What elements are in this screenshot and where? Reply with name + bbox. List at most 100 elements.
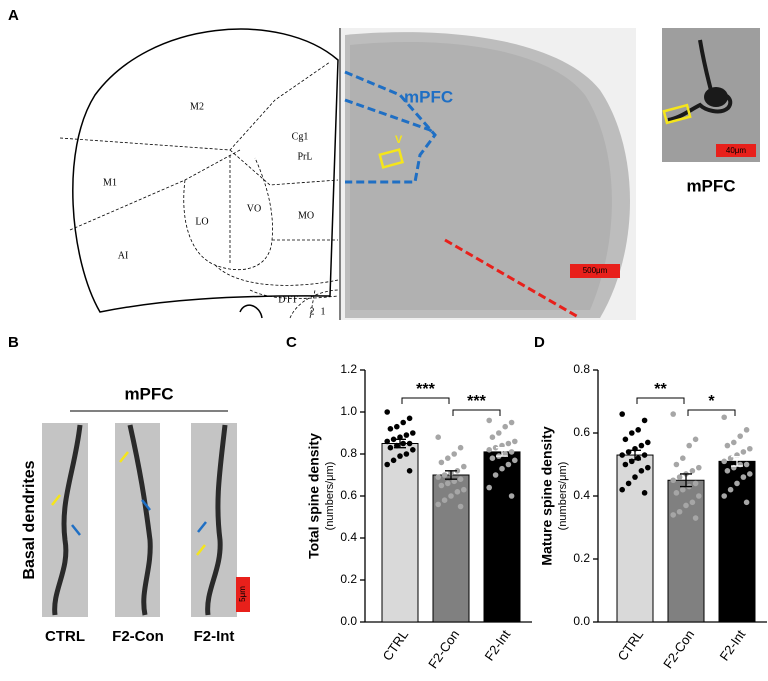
y-axis-label: Mature spine density <box>539 426 555 565</box>
data-point <box>410 447 416 453</box>
data-point <box>747 445 753 452</box>
data-point <box>457 444 464 451</box>
data-point <box>457 503 464 510</box>
data-point <box>435 434 442 441</box>
inset-scale: 40μm <box>726 146 747 155</box>
data-point <box>508 493 515 499</box>
data-point <box>689 499 696 506</box>
data-point <box>486 417 493 424</box>
data-point <box>724 468 731 474</box>
bar <box>483 451 521 623</box>
panel-label: A <box>8 7 19 24</box>
data-point <box>676 474 683 480</box>
data-point <box>441 472 448 478</box>
group-label: CTRL <box>45 628 85 645</box>
data-point <box>400 419 407 426</box>
atlas-region: M1 <box>103 177 117 188</box>
group-label: F2-Con <box>112 628 164 645</box>
error-bar <box>629 449 641 461</box>
error-bar <box>445 470 457 480</box>
data-point <box>502 423 509 430</box>
y-tick-label: 0.2 <box>573 551 590 565</box>
x-tick-label: F2-Int <box>717 627 749 664</box>
data-point <box>638 442 645 449</box>
data-point <box>492 444 499 451</box>
layer-label: V <box>395 134 403 146</box>
micrograph-region: mPFC <box>404 87 453 106</box>
y-axis-label: Total spine density <box>306 433 322 559</box>
atlas-region: Cg1 <box>292 131 309 142</box>
data-point <box>747 471 753 477</box>
data-point <box>625 480 632 487</box>
data-point <box>622 461 629 468</box>
data-point <box>743 427 750 433</box>
dendrite-side: Basal dendrites <box>21 460 38 579</box>
significance-label: *** <box>416 381 435 398</box>
data-point <box>499 465 505 472</box>
data-point <box>448 493 454 499</box>
data-point <box>394 442 400 449</box>
data-point <box>619 452 625 458</box>
x-tick-label: F2-Con <box>425 627 462 671</box>
data-point <box>676 508 683 515</box>
error-bar <box>394 438 406 449</box>
y-tick-label: 0.8 <box>340 446 357 460</box>
data-point <box>438 459 445 466</box>
data-point <box>489 455 496 462</box>
y-tick-label: 1.2 <box>340 362 357 376</box>
data-point <box>512 438 518 445</box>
data-point <box>406 415 413 422</box>
atlas <box>59 28 341 320</box>
data-point <box>384 461 391 468</box>
y-tick-label: 0.0 <box>340 614 357 628</box>
scale-label: 500μm <box>583 266 608 275</box>
dendrite-region: mPFC <box>124 384 173 403</box>
y-tick-label: 1.0 <box>340 404 357 418</box>
data-point <box>696 493 702 499</box>
data-point <box>461 463 467 470</box>
dendrite-images: 5μm <box>42 423 250 617</box>
bar <box>616 454 654 623</box>
data-point <box>502 451 509 457</box>
atlas-region: 1 <box>321 306 326 317</box>
x-tick-label: CTRL <box>615 627 647 663</box>
x-tick-label: F2-Con <box>660 627 697 671</box>
data-point <box>724 442 731 449</box>
y-tick-label: 0.4 <box>573 488 590 502</box>
y-tick-label: 0.8 <box>573 362 590 376</box>
panel-label: B <box>8 334 19 351</box>
significance-bracket <box>452 409 501 416</box>
y-axis-unit: (numbers/μm) <box>557 462 569 531</box>
atlas-region: M2 <box>190 101 204 112</box>
data-point <box>743 461 750 468</box>
y-tick-label: 0.0 <box>573 614 590 628</box>
panel-label: C <box>286 334 297 351</box>
data-point <box>673 461 680 468</box>
data-point <box>721 458 727 465</box>
data-point <box>740 449 747 455</box>
error-bar <box>731 455 743 467</box>
x-tick-label: F2-Int <box>482 627 514 664</box>
y-tick-label: 0.6 <box>573 425 590 439</box>
data-point <box>384 438 391 445</box>
data-point <box>435 474 442 480</box>
data-point <box>689 468 696 474</box>
data-point <box>445 480 451 487</box>
data-point <box>641 490 648 496</box>
data-point <box>492 472 499 478</box>
data-point <box>403 432 410 438</box>
atlas-region: AI <box>118 250 129 261</box>
data-point <box>457 476 464 483</box>
data-point <box>692 515 699 521</box>
atlas-region: MO <box>298 210 314 221</box>
data-point <box>387 426 394 432</box>
data-point <box>696 464 702 471</box>
data-point <box>721 493 727 499</box>
data-point <box>489 434 496 441</box>
data-point <box>670 411 676 417</box>
significance-label: *** <box>467 393 486 410</box>
data-point <box>727 486 734 493</box>
data-point <box>740 474 747 480</box>
data-point <box>397 434 403 441</box>
